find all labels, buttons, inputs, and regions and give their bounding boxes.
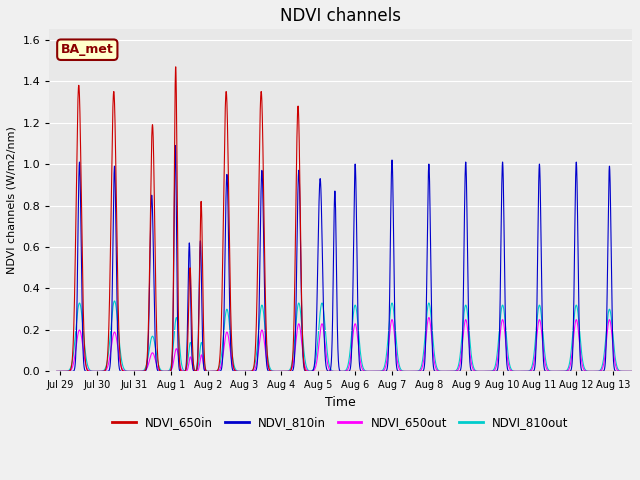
Title: NDVI channels: NDVI channels [280,7,401,25]
Legend: NDVI_650in, NDVI_810in, NDVI_650out, NDVI_810out: NDVI_650in, NDVI_810in, NDVI_650out, NDV… [108,411,573,434]
Text: BA_met: BA_met [61,43,114,56]
Y-axis label: NDVI channels (W/m2/nm): NDVI channels (W/m2/nm) [7,126,17,274]
X-axis label: Time: Time [325,396,356,409]
